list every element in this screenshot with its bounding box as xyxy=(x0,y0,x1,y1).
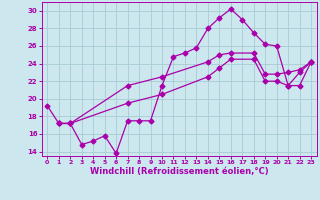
X-axis label: Windchill (Refroidissement éolien,°C): Windchill (Refroidissement éolien,°C) xyxy=(90,167,268,176)
